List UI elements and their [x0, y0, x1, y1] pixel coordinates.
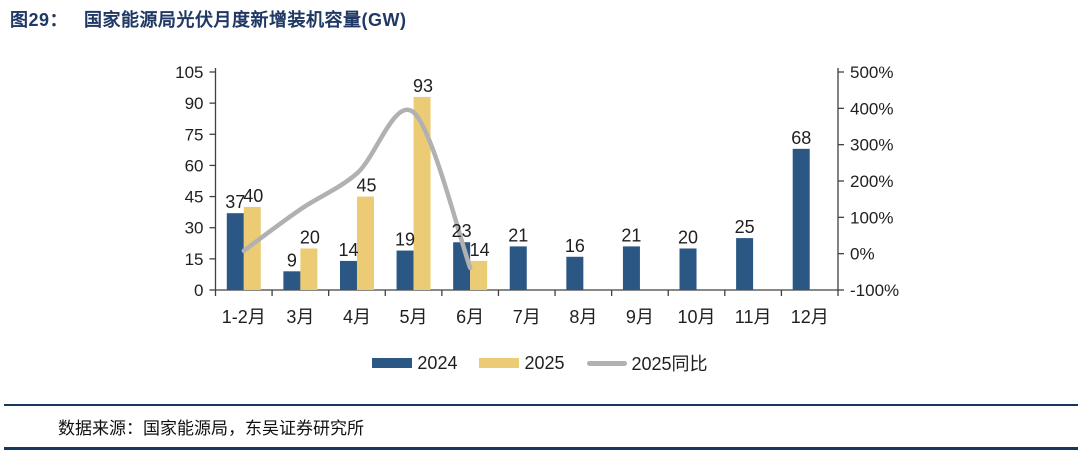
right-axis-labels: 500% 400% 300% 200% 100% 0% -100%	[838, 63, 899, 300]
x-axis-label: 5月	[400, 307, 428, 327]
legend-swatch-2024	[372, 358, 413, 368]
bar-2025	[300, 248, 318, 290]
legend-item-2024: 2024	[372, 353, 457, 374]
left-axis-tick-label: 45	[185, 188, 204, 207]
legend-label-2025: 2025	[524, 352, 565, 373]
value-label-2024: 14	[338, 240, 358, 260]
bar-2025	[413, 96, 431, 290]
left-axis-tick-label: 75	[185, 125, 204, 144]
left-axis-tick-label: 30	[185, 219, 204, 238]
value-label-2024: 19	[395, 230, 415, 250]
value-label-2025: 40	[243, 186, 263, 206]
bar-2024	[226, 213, 244, 290]
right-axis-tick-label: -100%	[850, 281, 899, 300]
figure-title-text: 国家能源局光伏月度新增装机容量(GW)	[84, 10, 407, 30]
chart-area: 105 90 75 60 45 30 15 0 500% 400% 300% 200% 100% 0% -1…	[0, 40, 1082, 340]
value-label-2024: 16	[565, 236, 585, 256]
left-axis-tick-label: 15	[185, 250, 204, 269]
value-label-2025: 45	[356, 176, 376, 196]
left-axis-tick-label: 90	[185, 94, 204, 113]
legend-label-2024: 2024	[417, 352, 458, 373]
right-axis-tick-label: 500%	[850, 63, 893, 82]
bar-2024	[283, 271, 301, 290]
bar-2025	[470, 260, 488, 290]
right-axis-tick-label: 400%	[850, 99, 893, 118]
bar-2024	[396, 250, 414, 290]
bars-2024	[226, 148, 810, 290]
x-axis-labels: 1-2月 3月 4月 5月 6月 7月 8月 9月 10月 11月 12月	[222, 307, 829, 327]
bar-2024	[339, 260, 357, 290]
bar-2025	[356, 196, 374, 290]
x-axis-label: 3月	[286, 307, 314, 327]
bar-2024	[509, 246, 527, 290]
left-axis-tick-label: 105	[175, 63, 203, 82]
right-axis-tick-label: 300%	[850, 136, 893, 155]
value-label-2025: 20	[300, 227, 320, 247]
legend-swatch-2025	[479, 358, 520, 368]
chart-canvas: 105 90 75 60 45 30 15 0 500% 400% 300% 200% 100% 0% -1…	[175, 63, 899, 327]
bar-2024	[566, 256, 584, 290]
x-axis-label: 6月	[456, 307, 484, 327]
legend-line-swatch-yoy	[586, 360, 627, 366]
x-axis-label: 1-2月	[222, 307, 266, 327]
value-label-2024: 21	[508, 225, 528, 245]
bar-2024	[792, 148, 810, 290]
source-text: 数据来源：国家能源局，东吴证券研究所	[58, 419, 364, 438]
right-axis-tick-label: 200%	[850, 172, 893, 191]
value-label-2024: 21	[621, 225, 641, 245]
figure-number: 图29：	[10, 10, 69, 30]
left-axis-labels: 105 90 75 60 45 30 15 0	[175, 63, 216, 300]
bar-2024	[736, 238, 754, 290]
legend-item-yoy: 2025同比	[586, 350, 708, 376]
right-axis-tick-label: 100%	[850, 208, 893, 227]
value-label-2024: 25	[735, 217, 755, 237]
x-axis-label: 4月	[343, 307, 371, 327]
bar-2024	[622, 246, 640, 290]
chart-legend: 2024 2025 2025同比	[150, 350, 930, 376]
value-label-2025: 14	[470, 240, 490, 260]
x-axis-label: 8月	[569, 307, 597, 327]
x-axis-label: 10月	[678, 307, 716, 327]
legend-label-yoy: 2025同比	[631, 354, 708, 374]
x-axis-label: 7月	[513, 307, 541, 327]
legend-item-2025: 2025	[479, 352, 565, 374]
x-axis-label: 9月	[626, 307, 654, 327]
source-row: 数据来源：国家能源局，东吴证券研究所	[4, 404, 1078, 450]
x-axis-label: 12月	[791, 307, 829, 327]
bar-2024	[679, 248, 697, 290]
value-label-2025: 93	[413, 76, 433, 96]
left-axis-tick-label: 60	[185, 156, 204, 175]
x-axis-label: 11月	[735, 307, 772, 327]
figure-title: 图29： 国家能源局光伏月度新增装机容量(GW)	[10, 6, 407, 32]
value-label-2024: 9	[287, 250, 297, 270]
bar-2025	[243, 206, 261, 290]
yoy-line	[241, 107, 473, 271]
left-axis-tick-label: 0	[194, 281, 203, 300]
right-axis-tick-label: 0%	[850, 245, 875, 264]
bar-value-labels: 37 9 14 19 23 21 16 21 20 25 68 40 20 45 93 14	[225, 76, 811, 270]
bars-2025	[243, 96, 488, 290]
value-label-2024: 68	[791, 128, 811, 148]
value-label-2024: 37	[225, 192, 245, 212]
value-label-2024: 23	[452, 221, 472, 241]
value-label-2024: 20	[678, 227, 698, 247]
